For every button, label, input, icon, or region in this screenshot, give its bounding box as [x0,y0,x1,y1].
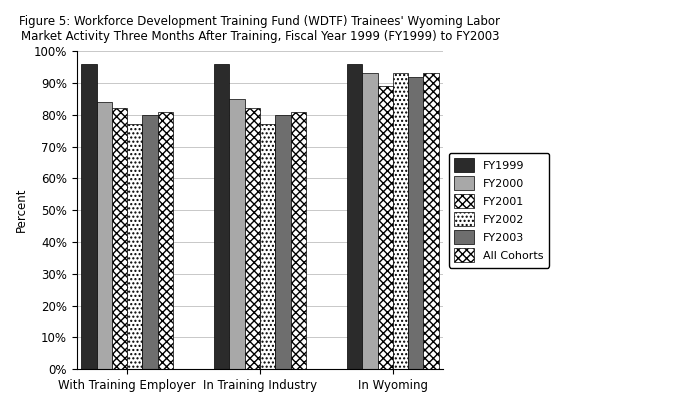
Bar [260,124,275,369]
Bar [424,73,439,369]
Bar [214,64,229,369]
Bar [393,73,408,369]
Bar [127,124,142,369]
Bar [158,112,173,369]
Bar [82,64,97,369]
Bar [229,99,245,369]
Bar [347,64,362,369]
Bar [112,108,127,369]
Bar [142,115,158,369]
Bar [362,73,377,369]
Bar [377,86,393,369]
Bar [245,108,260,369]
Legend: FY1999, FY2000, FY2001, FY2002, FY2003, All Cohorts: FY1999, FY2000, FY2001, FY2002, FY2003, … [449,153,549,267]
Y-axis label: Percent: Percent [15,188,28,232]
Bar [408,77,424,369]
Title: Figure 5: Workforce Development Training Fund (WDTF) Trainees' Wyoming Labor
Mar: Figure 5: Workforce Development Training… [20,15,500,43]
Bar [97,102,112,369]
Bar [290,112,306,369]
Bar [275,115,290,369]
